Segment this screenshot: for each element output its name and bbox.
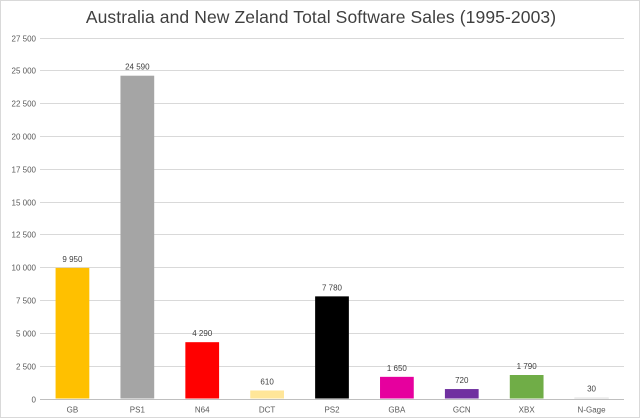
x-tick-label: N-Gage (578, 406, 607, 415)
data-label: 610 (260, 377, 274, 386)
y-tick-label: 10 000 (12, 264, 37, 273)
y-tick-label: 15 000 (12, 199, 37, 208)
bar-gba (380, 376, 414, 399)
x-tick-label: PS2 (324, 406, 340, 415)
x-tick-label: N64 (195, 406, 210, 415)
bar-n-gage (574, 397, 609, 399)
data-label: 7 780 (322, 283, 343, 292)
bars (55, 75, 609, 399)
bar-xbx (509, 375, 544, 399)
data-labels: 9 950 24 590 4 290 610 7 780 1 650 720 1 790 30 (62, 63, 596, 394)
data-label: 4 290 (192, 329, 213, 338)
y-tick-label: 5 000 (16, 330, 37, 339)
x-tick-label: GB (67, 406, 79, 415)
x-tick-label: GCN (453, 406, 471, 415)
y-axis-ticks: 0 2 500 5 000 7 500 10 000 12 500 15 000 17 500… (12, 35, 37, 405)
data-label: 720 (455, 376, 469, 385)
bar-ps1 (120, 75, 155, 399)
bar-gcn (444, 389, 479, 399)
x-axis-ticks: GB PS1 N64 DCT PS2 GBA GCN XBX N-Gage (67, 406, 606, 415)
x-tick-label: DCT (259, 406, 276, 415)
y-tick-label: 20 000 (12, 133, 37, 142)
bar-ps2 (315, 296, 349, 399)
y-tick-label: 17 500 (12, 166, 37, 175)
bar-n64 (185, 342, 220, 399)
bar-gb (55, 267, 90, 399)
y-tick-label: 27 500 (12, 35, 37, 44)
y-tick-label: 22 500 (12, 100, 37, 109)
x-tick-label: XBX (519, 406, 536, 415)
chart-title: Australia and New Zeland Total Software … (85, 7, 557, 27)
data-label: 9 950 (62, 255, 83, 264)
y-tick-label: 12 500 (12, 231, 37, 240)
y-tick-label: 7 500 (16, 297, 37, 306)
y-tick-label: 25 000 (12, 67, 37, 76)
data-label: 1 790 (517, 362, 538, 371)
x-tick-label: PS1 (130, 406, 146, 415)
data-label: 1 650 (387, 364, 408, 373)
x-tick-label: GBA (388, 406, 406, 415)
data-label: 30 (587, 385, 596, 394)
bar-dct (250, 390, 284, 399)
y-tick-label: 2 500 (16, 363, 37, 372)
data-label: 24 590 (125, 63, 150, 72)
y-tick-label: 0 (32, 396, 37, 405)
